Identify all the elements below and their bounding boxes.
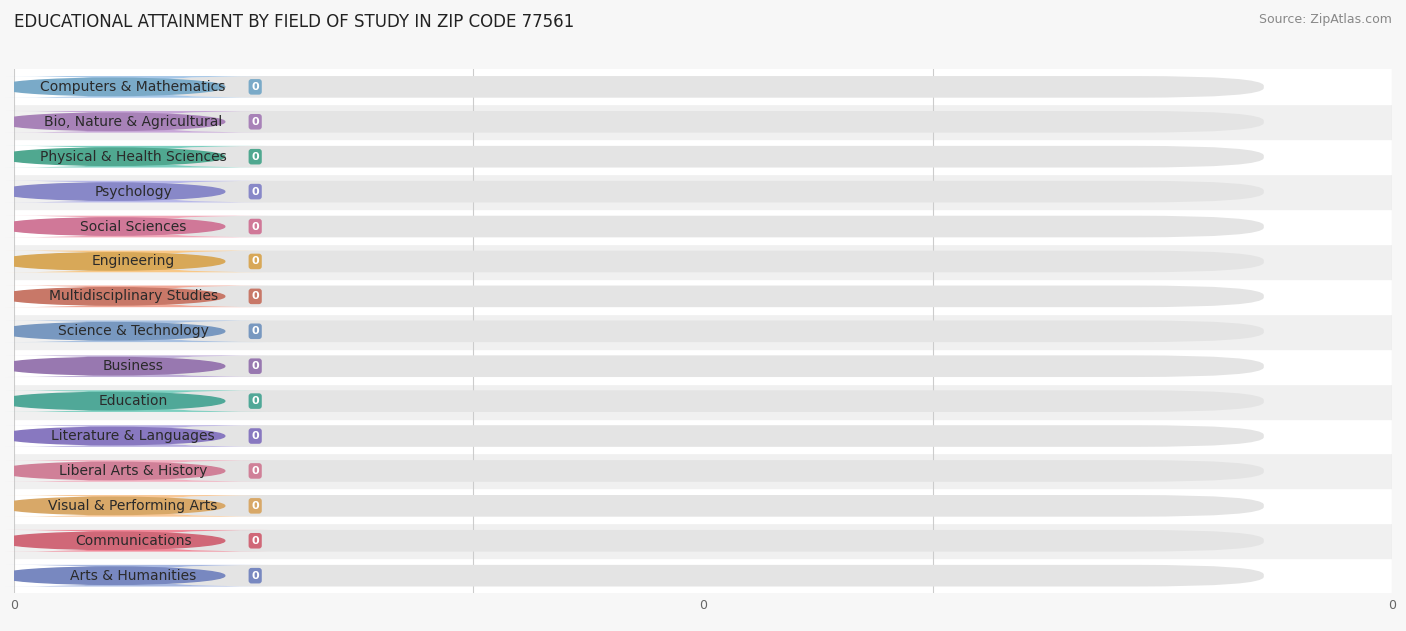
FancyBboxPatch shape	[142, 425, 1264, 447]
Circle shape	[0, 322, 225, 340]
Text: EDUCATIONAL ATTAINMENT BY FIELD OF STUDY IN ZIP CODE 77561: EDUCATIONAL ATTAINMENT BY FIELD OF STUDY…	[14, 13, 574, 31]
Text: 0: 0	[252, 82, 259, 92]
Bar	[14, 558, 1392, 593]
Bar	[14, 139, 1392, 174]
Text: Computers & Mathematics: Computers & Mathematics	[41, 80, 226, 94]
Text: Visual & Performing Arts: Visual & Performing Arts	[48, 499, 218, 513]
Circle shape	[0, 253, 225, 270]
Circle shape	[0, 497, 225, 514]
Bar	[14, 209, 1392, 244]
FancyBboxPatch shape	[6, 286, 270, 307]
Text: 0: 0	[252, 361, 259, 371]
FancyBboxPatch shape	[142, 460, 1264, 481]
Text: 0: 0	[252, 396, 259, 406]
Text: 0: 0	[252, 570, 259, 581]
Text: 0: 0	[252, 326, 259, 336]
FancyBboxPatch shape	[142, 321, 1264, 342]
Circle shape	[0, 218, 225, 235]
Bar	[14, 349, 1392, 384]
Circle shape	[0, 183, 225, 200]
FancyBboxPatch shape	[6, 321, 270, 342]
FancyBboxPatch shape	[142, 146, 1264, 167]
Text: 0: 0	[252, 256, 259, 266]
FancyBboxPatch shape	[6, 111, 270, 133]
FancyBboxPatch shape	[6, 425, 270, 447]
Bar	[14, 244, 1392, 279]
Circle shape	[0, 113, 225, 131]
Circle shape	[0, 78, 225, 95]
Text: 0: 0	[252, 187, 259, 197]
Text: 0: 0	[252, 151, 259, 162]
Text: Literature & Languages: Literature & Languages	[51, 429, 215, 443]
FancyBboxPatch shape	[6, 216, 270, 237]
FancyBboxPatch shape	[142, 251, 1264, 272]
FancyBboxPatch shape	[6, 146, 270, 167]
Circle shape	[0, 358, 225, 375]
FancyBboxPatch shape	[142, 216, 1264, 237]
Bar	[14, 454, 1392, 488]
Bar	[14, 418, 1392, 454]
FancyBboxPatch shape	[6, 460, 270, 481]
Bar	[14, 488, 1392, 523]
FancyBboxPatch shape	[6, 530, 270, 551]
FancyBboxPatch shape	[6, 391, 270, 412]
Bar	[14, 174, 1392, 209]
FancyBboxPatch shape	[6, 251, 270, 272]
FancyBboxPatch shape	[142, 286, 1264, 307]
Circle shape	[0, 427, 225, 445]
FancyBboxPatch shape	[6, 355, 270, 377]
Bar	[14, 69, 1392, 104]
Text: 0: 0	[252, 466, 259, 476]
Text: Business: Business	[103, 359, 163, 373]
Circle shape	[0, 288, 225, 305]
FancyBboxPatch shape	[142, 495, 1264, 517]
Text: Education: Education	[98, 394, 167, 408]
Bar	[14, 384, 1392, 418]
FancyBboxPatch shape	[6, 495, 270, 517]
Text: Physical & Health Sciences: Physical & Health Sciences	[39, 150, 226, 163]
Text: Arts & Humanities: Arts & Humanities	[70, 569, 197, 582]
Text: Social Sciences: Social Sciences	[80, 220, 187, 233]
FancyBboxPatch shape	[142, 76, 1264, 98]
FancyBboxPatch shape	[6, 181, 270, 203]
Text: 0: 0	[252, 536, 259, 546]
Text: Engineering: Engineering	[91, 254, 174, 268]
Text: 0: 0	[252, 117, 259, 127]
Bar	[14, 279, 1392, 314]
Bar	[14, 104, 1392, 139]
Text: Liberal Arts & History: Liberal Arts & History	[59, 464, 207, 478]
Text: 0: 0	[252, 221, 259, 232]
Circle shape	[0, 532, 225, 550]
FancyBboxPatch shape	[142, 530, 1264, 551]
Bar	[14, 314, 1392, 349]
Text: 0: 0	[252, 431, 259, 441]
Circle shape	[0, 392, 225, 410]
FancyBboxPatch shape	[142, 111, 1264, 133]
FancyBboxPatch shape	[142, 565, 1264, 586]
Text: 0: 0	[252, 501, 259, 511]
Text: Science & Technology: Science & Technology	[58, 324, 208, 338]
Circle shape	[0, 567, 225, 584]
Text: Communications: Communications	[75, 534, 191, 548]
Text: Multidisciplinary Studies: Multidisciplinary Studies	[49, 290, 218, 304]
FancyBboxPatch shape	[142, 181, 1264, 203]
FancyBboxPatch shape	[142, 391, 1264, 412]
FancyBboxPatch shape	[6, 76, 270, 98]
Text: 0: 0	[252, 292, 259, 302]
Bar	[14, 523, 1392, 558]
FancyBboxPatch shape	[6, 565, 270, 586]
Text: Psychology: Psychology	[94, 185, 172, 199]
Circle shape	[0, 148, 225, 165]
Text: Source: ZipAtlas.com: Source: ZipAtlas.com	[1258, 13, 1392, 26]
Text: Bio, Nature & Agricultural: Bio, Nature & Agricultural	[44, 115, 222, 129]
Circle shape	[0, 463, 225, 480]
FancyBboxPatch shape	[142, 355, 1264, 377]
